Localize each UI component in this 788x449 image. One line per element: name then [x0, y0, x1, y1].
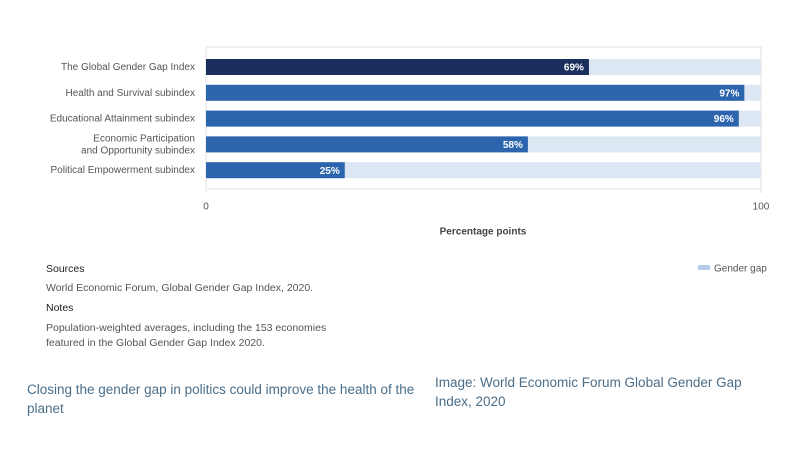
value-label: 96% — [714, 114, 734, 125]
bar — [206, 162, 345, 179]
value-label: 25% — [320, 166, 340, 177]
bar — [206, 110, 739, 127]
category-label-line: The Global Gender Gap Index — [61, 62, 195, 73]
legend-swatch — [698, 265, 710, 270]
category-label-line: Health and Survival subindex — [65, 87, 195, 98]
category-label: Economic Participation and Opportunity su… — [81, 133, 195, 156]
notes: Population-weighted averages, including … — [46, 322, 327, 349]
credit: Image: World Economic Forum Global Gende… — [435, 375, 742, 409]
x-axis-label: Percentage points — [440, 227, 527, 238]
category-label: Political Empowerment subindex — [50, 165, 195, 176]
caption: Closing the gender gap in politics could… — [27, 382, 415, 416]
category-label-line: and Opportunity subindex — [81, 145, 195, 156]
category-label-line: Political Empowerment subindex — [50, 165, 195, 176]
bar — [206, 136, 528, 153]
x-tick-label: 100 — [753, 202, 770, 213]
category-label: The Global Gender Gap Index — [61, 62, 195, 73]
category-label-line: Economic Participation — [93, 133, 195, 144]
category-label-line: Educational Attainment subindex — [50, 113, 195, 124]
sources-heading: Sources — [46, 263, 85, 275]
category-label: Health and Survival subindex — [65, 87, 195, 98]
sources: World Economic Forum, Global Gender Gap … — [46, 282, 314, 294]
value-label: 58% — [503, 140, 523, 151]
value-label: 69% — [564, 63, 584, 74]
x-tick-label: 0 — [203, 202, 209, 213]
category-label: Educational Attainment subindex — [50, 113, 195, 124]
notes-heading: Notes — [46, 302, 74, 314]
value-label: 97% — [719, 88, 739, 99]
bar — [206, 84, 745, 101]
bar — [206, 59, 589, 75]
legend-label: Gender gap — [714, 264, 767, 275]
